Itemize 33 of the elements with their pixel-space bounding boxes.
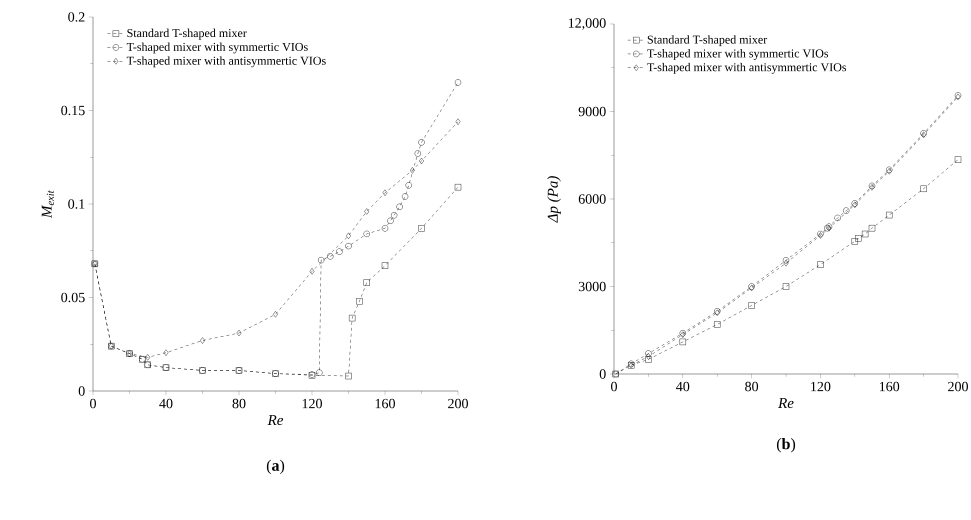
- x-tick-label: 0: [611, 382, 617, 392]
- y-tick-label: 12,000: [568, 18, 606, 30]
- x-axis-title: Re: [778, 398, 794, 408]
- y-tick-label: 9000: [578, 106, 606, 116]
- legend-label: T-shaped mixer with antisymmertic VIOs: [126, 56, 326, 68]
- legend-label: T-shaped mixer with symmertic VIOs: [647, 49, 828, 60]
- y-tick-label: 0: [600, 369, 606, 379]
- y-axis-title: Δp (Pa): [547, 176, 561, 223]
- y-tick-label: 0.15: [61, 106, 85, 116]
- x-tick-label: 40: [676, 382, 690, 392]
- y-axis-title: M$_{exit}$: [42, 190, 54, 218]
- legend-label: Standard T-shaped mixer: [127, 28, 247, 40]
- text: (a): [266, 460, 284, 474]
- y-tick-label: 0.05: [61, 292, 85, 302]
- x-tick-label: 200: [448, 398, 468, 408]
- x-tick-label: 160: [880, 382, 900, 392]
- x-tick-label: 40: [159, 398, 172, 408]
- text: (b): [776, 438, 796, 453]
- y-tick-label: 0.1: [68, 199, 84, 209]
- x-tick-label: 160: [376, 398, 395, 408]
- x-tick-label: 200: [948, 382, 968, 392]
- y-tick-label: 6000: [578, 194, 606, 204]
- x-tick-label: 0: [90, 398, 96, 408]
- legend-label: T-shaped mixer with antisymmertic VIOs: [647, 62, 846, 74]
- x-axis-title: Re: [268, 415, 284, 426]
- legend-label: Standard T-shaped mixer: [648, 35, 768, 46]
- x-tick-label: 120: [811, 382, 830, 392]
- legend-label: T-shaped mixer with symmertic VIOs: [126, 42, 308, 54]
- x-tick-label: 80: [232, 398, 246, 408]
- x-tick-label: 120: [302, 398, 322, 408]
- y-tick-label: 0.2: [68, 12, 84, 22]
- y-tick-label: 3000: [578, 282, 606, 292]
- x-tick-label: 80: [745, 382, 758, 392]
